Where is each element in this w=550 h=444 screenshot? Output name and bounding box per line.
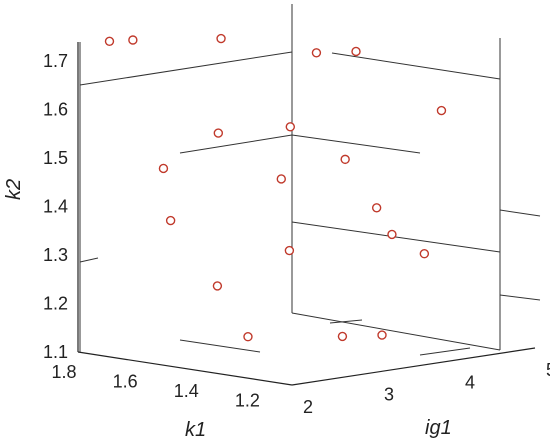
grid-lines [79,4,541,356]
data-point [337,331,348,342]
axes [77,42,536,386]
k2-axis-label: k2 [3,179,25,200]
data-point [213,128,224,138]
data-point [436,105,447,116]
ig1-axis-line [291,347,536,386]
k2-tick-label: 1.3 [43,245,68,265]
k2-tick-label: 1.5 [43,148,68,168]
data-point [419,249,430,259]
k2-tick-label: 1.4 [43,196,68,216]
data-point [311,48,322,58]
k1-axis-label: k1 [185,419,206,441]
data-point [340,154,350,165]
k2-tick-label: 1.6 [43,99,68,119]
data-point [351,46,361,57]
k2-tick-label: 1.2 [43,293,68,313]
k2-tick-label: 1.1 [43,342,68,362]
data-point [158,163,169,174]
k1-tick-label: 1.6 [113,371,138,391]
data-point [387,229,397,240]
data-point [104,36,115,47]
ig1-tick-label: 4 [465,372,475,392]
k1-tick-label: 1.8 [51,362,76,382]
ig1-tick-label: 3 [384,385,394,405]
ig1-axis-label: ig1 [425,417,452,439]
k1-axis-line [77,351,293,386]
ig1-tick-label: 2 [303,397,313,417]
k2-tick-labels: 1.1 1.2 1.3 1.4 1.5 1.6 1.7 [43,51,68,362]
k2-tick-label: 1.7 [43,51,68,71]
k1-tick-labels: 1.8 1.6 1.4 1.2 [51,362,259,410]
ig1-tick-label: 5 [546,360,550,380]
data-point [212,281,223,291]
ig1-tick-labels: 2 3 4 5 [303,360,550,417]
data-point [128,35,138,45]
data-point [284,245,295,256]
data-point [285,122,295,132]
data-point [371,203,382,213]
data-point [377,330,387,340]
data-point [276,174,286,184]
data-point [243,332,253,342]
data-points [104,33,447,342]
data-point [216,33,226,44]
data-point [165,215,176,226]
k1-tick-label: 1.4 [174,381,199,401]
k1-tick-label: 1.2 [235,390,260,410]
